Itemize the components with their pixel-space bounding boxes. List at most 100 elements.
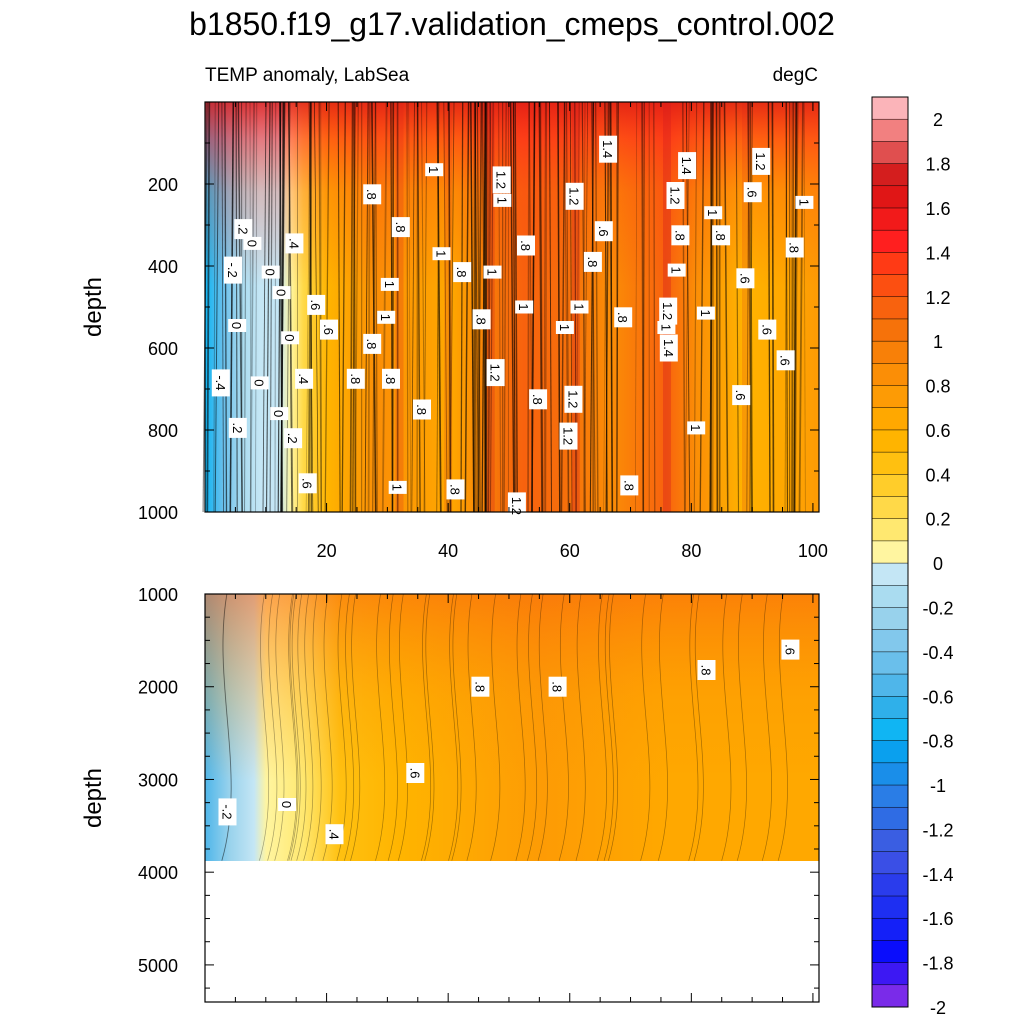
upper-contour-line bbox=[512, 101, 516, 513]
lower-contour-line bbox=[608, 593, 619, 861]
contour-label-text: -.2 bbox=[220, 804, 235, 819]
upper-contour-label: .8 bbox=[363, 184, 382, 205]
y-tick-label: 800 bbox=[148, 421, 178, 441]
colorbar-swatch bbox=[872, 873, 908, 897]
upper-contour-label: 1 bbox=[704, 206, 723, 220]
x-tick-label: 40 bbox=[438, 541, 458, 561]
contour-label-box bbox=[583, 251, 602, 272]
upper-contour-line bbox=[784, 101, 787, 513]
lower-contour-line bbox=[221, 593, 232, 861]
upper-contour-line bbox=[214, 101, 220, 513]
contour-label-text: 0 bbox=[229, 322, 244, 329]
contour-label-box bbox=[712, 225, 731, 246]
colorbar-label: 1.6 bbox=[925, 199, 950, 219]
contour-label-text: .6 bbox=[733, 390, 748, 401]
upper-contour-line bbox=[371, 101, 377, 513]
upper-contour-line bbox=[213, 101, 216, 513]
lower-contour-line bbox=[448, 593, 459, 861]
lower-contour-line bbox=[688, 593, 699, 861]
colorbar-label: -0.8 bbox=[922, 732, 953, 752]
upper-contour-line bbox=[249, 101, 252, 513]
lower-contour-line bbox=[575, 593, 586, 861]
upper-contour-line bbox=[443, 101, 448, 513]
y-tick-label: 2000 bbox=[138, 678, 178, 698]
lower-contour-label: .6 bbox=[781, 639, 800, 660]
contour-label-text: .8 bbox=[585, 256, 600, 267]
colorbar-label: -0.2 bbox=[922, 599, 953, 619]
upper-contour-line bbox=[735, 101, 740, 513]
upper-contour-label: 1.2 bbox=[666, 182, 685, 209]
upper-contour-label: .6 bbox=[298, 473, 317, 494]
contour-label-box bbox=[234, 219, 253, 240]
upper-contour-line bbox=[269, 101, 273, 513]
colorbar-swatch bbox=[872, 407, 908, 431]
y-tick-label: 600 bbox=[148, 339, 178, 359]
contour-label-box bbox=[285, 233, 304, 254]
upper-contour-label: .8 bbox=[391, 217, 410, 238]
contour-label-box bbox=[261, 265, 280, 279]
upper-contour-line bbox=[367, 101, 371, 513]
upper-contour-line bbox=[352, 101, 356, 513]
contour-label-text: 1 bbox=[688, 424, 703, 431]
y-tick-label: 4000 bbox=[138, 863, 178, 883]
colorbar-swatch bbox=[872, 296, 908, 320]
colorbar-swatch bbox=[872, 674, 908, 697]
lower-contour-label: -.2 bbox=[218, 798, 237, 826]
upper-contour-line bbox=[605, 101, 610, 513]
contour-label-box bbox=[363, 333, 382, 354]
contour-label-box bbox=[599, 135, 618, 163]
colorbar-swatch bbox=[872, 851, 908, 875]
lower-contour-line bbox=[657, 593, 668, 861]
upper-contour-line bbox=[485, 101, 488, 513]
contour-label-box bbox=[795, 195, 814, 209]
upper-contour-line bbox=[531, 101, 535, 513]
upper-contour-line bbox=[793, 101, 797, 513]
colorbar-swatch bbox=[872, 185, 908, 209]
upper-contour-label: .8 bbox=[671, 225, 690, 246]
upper-contour-line bbox=[354, 101, 359, 513]
lower-contour-line bbox=[761, 593, 772, 861]
upper-contour-line bbox=[591, 101, 596, 513]
colorbar-frame bbox=[871, 96, 909, 1008]
x-tick-label: 20 bbox=[317, 541, 337, 561]
contour-label-box bbox=[243, 236, 262, 250]
upper-contour-line bbox=[229, 101, 235, 513]
upper-contour-label: 1.2 bbox=[659, 297, 678, 325]
contour-label-box bbox=[228, 319, 247, 332]
lower-contour-line bbox=[537, 593, 548, 861]
contour-label-text: .8 bbox=[621, 480, 636, 491]
colorbar-swatch bbox=[872, 141, 908, 164]
contour-label-text: .6 bbox=[745, 187, 760, 198]
lower-frame bbox=[204, 593, 820, 1003]
upper-contour-label: 1 bbox=[493, 193, 512, 207]
x-tick-label: 100 bbox=[798, 541, 828, 561]
upper-contour-label: .4 bbox=[285, 233, 304, 254]
contour-label-text: .8 bbox=[383, 373, 398, 384]
contour-label-box bbox=[594, 221, 613, 242]
colorbar-swatch bbox=[872, 940, 908, 964]
colorbar-swatch bbox=[872, 119, 908, 142]
colorbar-swatch bbox=[872, 629, 908, 653]
colorbar-label: 2 bbox=[933, 110, 943, 130]
colorbar-label: 1.8 bbox=[925, 155, 950, 175]
lower-contour-line bbox=[597, 593, 608, 861]
contour-label-box bbox=[278, 798, 297, 811]
upper-contour-label: .6 bbox=[320, 319, 338, 340]
contour-label-text: .8 bbox=[364, 338, 379, 349]
colorbar-label: 1 bbox=[933, 332, 943, 352]
upper-contour-label: 1.2 bbox=[486, 359, 505, 387]
upper-contour-line bbox=[594, 101, 599, 513]
upper-contour-line bbox=[265, 101, 271, 513]
upper-contour-line bbox=[341, 101, 346, 513]
lower-contour-line bbox=[259, 593, 270, 861]
contour-label-text: 1.4 bbox=[679, 157, 694, 175]
upper-contour-line bbox=[237, 101, 243, 513]
upper-contour-label: .6 bbox=[758, 319, 777, 340]
contour-label-text: .8 bbox=[550, 681, 565, 692]
upper-contour-label: 1.4 bbox=[599, 135, 618, 163]
upper-contour-line bbox=[460, 101, 464, 513]
colorbar-swatch bbox=[872, 207, 908, 231]
contour-label-box bbox=[736, 268, 755, 289]
upper-contour-line bbox=[224, 101, 228, 513]
contour-label-box bbox=[555, 321, 574, 334]
